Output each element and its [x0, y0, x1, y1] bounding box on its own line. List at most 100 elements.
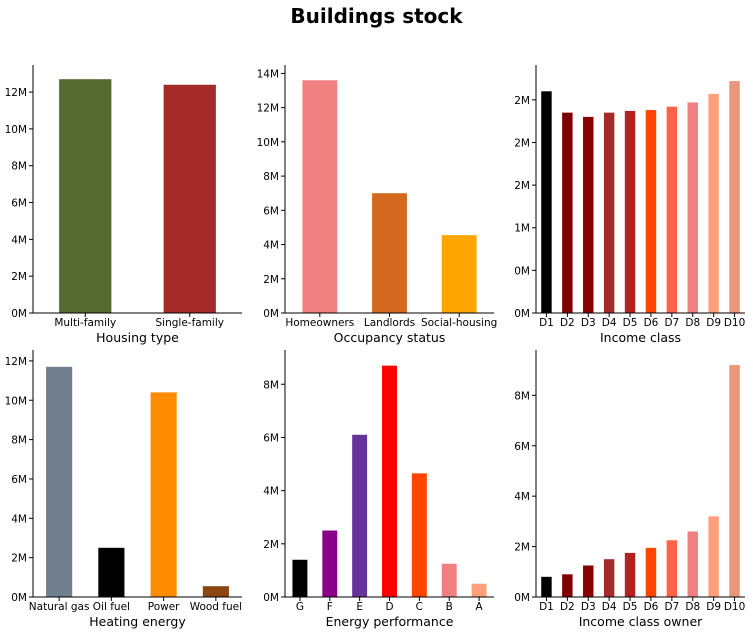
- bar-d1: [541, 576, 552, 597]
- y-tick-label: 12M: [257, 103, 279, 115]
- y-tick-label: 2M: [514, 542, 530, 554]
- y-tick-label: 0M: [514, 592, 530, 604]
- y-tick-label: 1M: [514, 223, 530, 235]
- y-tick-label: 8M: [11, 435, 27, 447]
- bar-d5: [624, 552, 636, 597]
- x-tick-label: Homeowners: [285, 317, 354, 329]
- y-tick-label: 6M: [11, 198, 27, 210]
- y-tick-label: 4M: [11, 234, 27, 246]
- bar-d4: [603, 559, 615, 597]
- y-tick-label: 0M: [11, 592, 27, 604]
- chart-housing-type: 0M 2M 4M 6M 8M 10M 12M Multi-family Single-famil…: [5, 65, 242, 345]
- bar-wood-fuel: [202, 586, 229, 597]
- bar-landlords: [372, 193, 407, 313]
- y-tick-label: 0M: [11, 308, 27, 320]
- x-tick-label: D3: [581, 317, 596, 329]
- x-tick-label: E: [356, 601, 363, 613]
- y-tick-label: 0M: [514, 308, 530, 320]
- x-tick-label: Power: [148, 601, 180, 613]
- bar-d10: [729, 365, 740, 597]
- y-tick-label: 6M: [514, 441, 530, 453]
- x-tick-label: D8: [685, 317, 700, 329]
- y-tick-label: 8M: [11, 161, 27, 173]
- x-tick-label: D9: [706, 317, 721, 329]
- x-tick-label: D1: [539, 317, 554, 329]
- bar-d7: [666, 540, 678, 597]
- x-tick-label: Landlords: [364, 317, 415, 329]
- bar-g: [292, 559, 308, 597]
- x-axis-title: Income class owner: [579, 614, 703, 629]
- x-tick-label: D3: [581, 601, 596, 613]
- bar-d3: [583, 116, 594, 313]
- bar-d: [382, 365, 397, 597]
- x-tick-label: A: [475, 601, 483, 613]
- bar-d7: [666, 106, 678, 313]
- bar-d4: [603, 112, 615, 313]
- bar-multi-family: [59, 79, 112, 313]
- y-tick-label: 2M: [11, 553, 27, 565]
- bar-oil-fuel: [98, 547, 125, 597]
- x-tick-label: D9: [706, 601, 721, 613]
- x-tick-label: D10: [724, 601, 745, 613]
- y-tick-label: 6M: [263, 205, 279, 217]
- y-tick-label: 8M: [263, 171, 279, 183]
- chart-income-class: 0M 0M 1M 2M 2M 2M D1 D2 D3 D4 D5 D6 D7 D8 D9 D10 Income …: [514, 65, 745, 345]
- chart-heating-energy: 0M 2M 4M 6M 8M 10M 12M Natural gas Oil fuel Power…: [5, 350, 242, 629]
- x-tick-label: C: [416, 601, 423, 613]
- x-tick-label: D7: [664, 601, 679, 613]
- y-tick-label: 0M: [263, 308, 279, 320]
- y-tick-label: 12M: [5, 356, 27, 368]
- x-axis-title: Energy performance: [326, 614, 454, 629]
- x-tick-label: B: [446, 601, 453, 613]
- x-tick-label: Multi-family: [54, 317, 116, 329]
- y-tick-label: 10M: [5, 124, 27, 136]
- x-tick-label: D5: [623, 317, 638, 329]
- y-tick-label: 8M: [263, 379, 279, 391]
- x-tick-label: D8: [685, 601, 700, 613]
- x-tick-label: G: [296, 601, 304, 613]
- y-tick-label: 2M: [11, 271, 27, 283]
- chart-income-class-owner: 0M 2M 4M 6M 8M D1 D2 D3 D4 D5 D6 D7 D8 D9 D10 Income cl…: [514, 350, 745, 629]
- x-tick-label: D: [385, 601, 393, 613]
- y-tick-label: 4M: [11, 513, 27, 525]
- chart-energy-performance: 0M 2M 4M 6M 8M G F E D C B A Energy performance: [263, 350, 494, 629]
- chart-occupancy-status: 0M 2M 4M 6M 8M 10M 12M 14M Homeowners Landlords So…: [257, 65, 497, 345]
- bar-power: [150, 392, 177, 597]
- y-tick-label: 8M: [514, 390, 530, 402]
- y-tick-label: 0M: [263, 592, 279, 604]
- x-tick-label: D4: [602, 317, 617, 329]
- bar-d3: [583, 565, 594, 597]
- bar-f: [322, 530, 338, 597]
- x-tick-label: D7: [664, 317, 679, 329]
- x-tick-label: Oil fuel: [93, 601, 130, 613]
- x-axis-title: Heating energy: [89, 614, 186, 629]
- y-tick-label: 0M: [514, 265, 530, 277]
- bar-d10: [729, 81, 740, 313]
- x-tick-label: D6: [644, 317, 659, 329]
- x-axis-title: Income class: [600, 330, 681, 345]
- bar-homeowners: [302, 80, 338, 314]
- bar-single-family: [163, 84, 216, 313]
- x-axis-title: Housing type: [96, 330, 179, 345]
- x-tick-label: D6: [644, 601, 659, 613]
- y-tick-label: 10M: [257, 137, 279, 149]
- x-tick-label: D4: [602, 601, 617, 613]
- bar-b: [441, 563, 457, 597]
- bar-d8: [687, 102, 698, 314]
- y-tick-label: 2M: [514, 137, 530, 149]
- x-tick-label: Social-housing: [421, 317, 497, 329]
- y-tick-label: 4M: [263, 240, 279, 252]
- bar-d5: [624, 110, 636, 314]
- y-tick-label: 10M: [5, 395, 27, 407]
- bar-c: [411, 473, 427, 597]
- bar-d9: [708, 93, 719, 314]
- bar-e: [352, 434, 368, 597]
- y-tick-label: 14M: [257, 68, 279, 80]
- x-tick-label: Natural gas: [29, 601, 90, 613]
- x-tick-label: D10: [724, 317, 745, 329]
- x-tick-label: D1: [539, 601, 554, 613]
- y-tick-label: 2M: [514, 95, 530, 107]
- x-tick-label: F: [327, 601, 333, 613]
- bar-d2: [562, 574, 573, 597]
